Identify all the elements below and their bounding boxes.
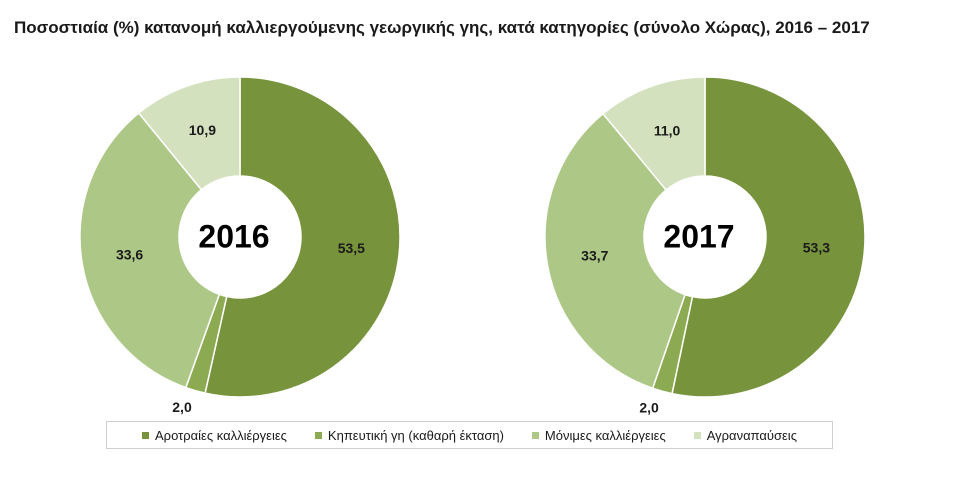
slice-2016-fallow	[137, 76, 241, 191]
chart-title: Ποσοστιαία (%) κατανομή καλλιεργούμενης …	[14, 18, 870, 37]
data-label-2016-garden: 2,0	[172, 399, 192, 415]
legend-swatch-arable	[142, 431, 150, 439]
legend-label-permanent: Μόνιμες καλλιέργειες	[544, 427, 666, 443]
slice-2017-permanent	[544, 112, 687, 390]
legend: Αροτραίες καλλιέργειες Κηπευτική γη (καθ…	[106, 421, 833, 449]
center-label-2016: 2016	[198, 218, 269, 254]
legend-item-arable: Αροτραίες καλλιέργειες	[142, 428, 287, 443]
legend-swatch-fallow	[693, 431, 701, 439]
legend-swatch-garden	[314, 431, 322, 439]
legend-swatch-permanent	[531, 431, 539, 439]
legend-item-permanent: Μόνιμες καλλιέργειες	[531, 427, 666, 443]
legend-label-garden: Κηπευτική γη (καθαρή έκταση)	[327, 427, 504, 443]
legend-label-fallow: Αγραναπαύσεις	[706, 427, 797, 443]
slice-2017-fallow	[601, 76, 706, 192]
data-label-2016-arable: 53,5	[338, 240, 365, 256]
legend-label-arable: Αροτραίες καλλιέργειες	[155, 427, 287, 443]
data-label-2016-permanent: 33,6	[116, 247, 143, 263]
doughnut-charts: 53,5 2,0 33,6 10,9 2016 53,3 2,0 33,7 11,0 2017	[79, 76, 866, 415]
slice-2016-permanent	[79, 112, 221, 389]
data-label-2017-garden: 2,0	[639, 399, 659, 415]
data-label-2017-permanent: 33,7	[581, 248, 608, 264]
legend-item-fallow: Αγραναπαύσεις	[693, 427, 797, 443]
data-label-2017-fallow: 11,0	[654, 122, 681, 138]
slice-2017-arable	[671, 76, 866, 398]
slice-2016-arable	[204, 76, 401, 398]
data-label-2017-arable: 53,3	[803, 239, 830, 255]
center-label-2017: 2017	[663, 218, 734, 254]
data-label-2016-fallow: 10,9	[189, 122, 216, 138]
legend-item-garden: Κηπευτική γη (καθαρή έκταση)	[314, 427, 504, 443]
